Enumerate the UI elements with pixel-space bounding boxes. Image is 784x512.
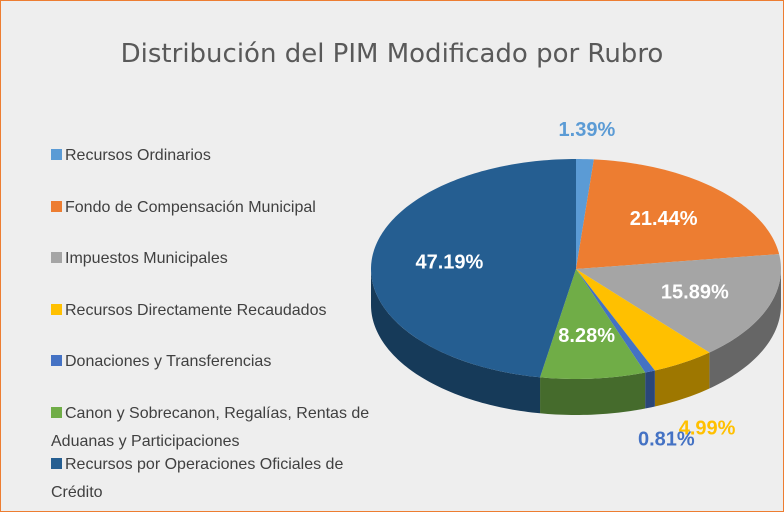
data-label: 8.28% (558, 325, 615, 347)
legend-item: Recursos Directamente Recaudados (51, 297, 371, 325)
legend-swatch (51, 458, 62, 469)
pie-slice (576, 159, 780, 269)
data-label: 1.39% (559, 119, 616, 141)
legend-label: Recursos Ordinarios (65, 147, 211, 164)
pie-slice (576, 269, 710, 371)
pie-side (371, 269, 541, 414)
legend-label: Canon y Sobrecanon, Regalías, Rentas de … (51, 404, 370, 450)
legend-swatch (51, 149, 62, 160)
data-label: 0.81% (638, 428, 695, 450)
pie-slice (576, 159, 594, 269)
legend-swatch (51, 200, 62, 212)
pie-side (709, 269, 781, 389)
pie-side (645, 370, 655, 409)
legend-swatch (51, 252, 62, 263)
data-label: 15.89% (661, 282, 729, 304)
legend-label: Donaciones y Transferencias (65, 353, 272, 370)
data-label: 47.19% (415, 251, 483, 273)
legend-item: Recursos por Operaciones Oficiales de Cr… (51, 451, 371, 507)
data-label: 4.99% (679, 418, 736, 440)
pie-slice (576, 254, 781, 353)
legend-item: Canon y Sobrecanon, Regalías, Rentas de … (51, 400, 371, 456)
pie-slice (576, 269, 655, 373)
pie-side (540, 372, 646, 415)
legend-swatch (51, 355, 62, 366)
legend-item: Fondo de Compensación Municipal (51, 194, 371, 222)
pie-side (654, 352, 710, 407)
data-label: 21.44% (630, 208, 698, 230)
legend-label: Recursos por Operaciones Oficiales de Cr… (51, 456, 344, 501)
chart-title: Distribución del PIM Modificado por Rubr… (120, 39, 664, 69)
legend-swatch (51, 406, 62, 418)
pie-slice (540, 269, 646, 379)
pie-slice (371, 159, 576, 378)
legend-item: Recursos Ordinarios (51, 142, 371, 170)
legend-swatch (51, 303, 62, 315)
legend-label: Fondo de Compensación Municipal (65, 198, 316, 216)
legend-label: Recursos Directamente Recaudados (65, 301, 327, 319)
legend-item: Impuestos Municipales (51, 245, 371, 273)
legend-item: Donaciones y Transferencias (51, 348, 371, 376)
legend-label: Impuestos Municipales (65, 250, 228, 267)
